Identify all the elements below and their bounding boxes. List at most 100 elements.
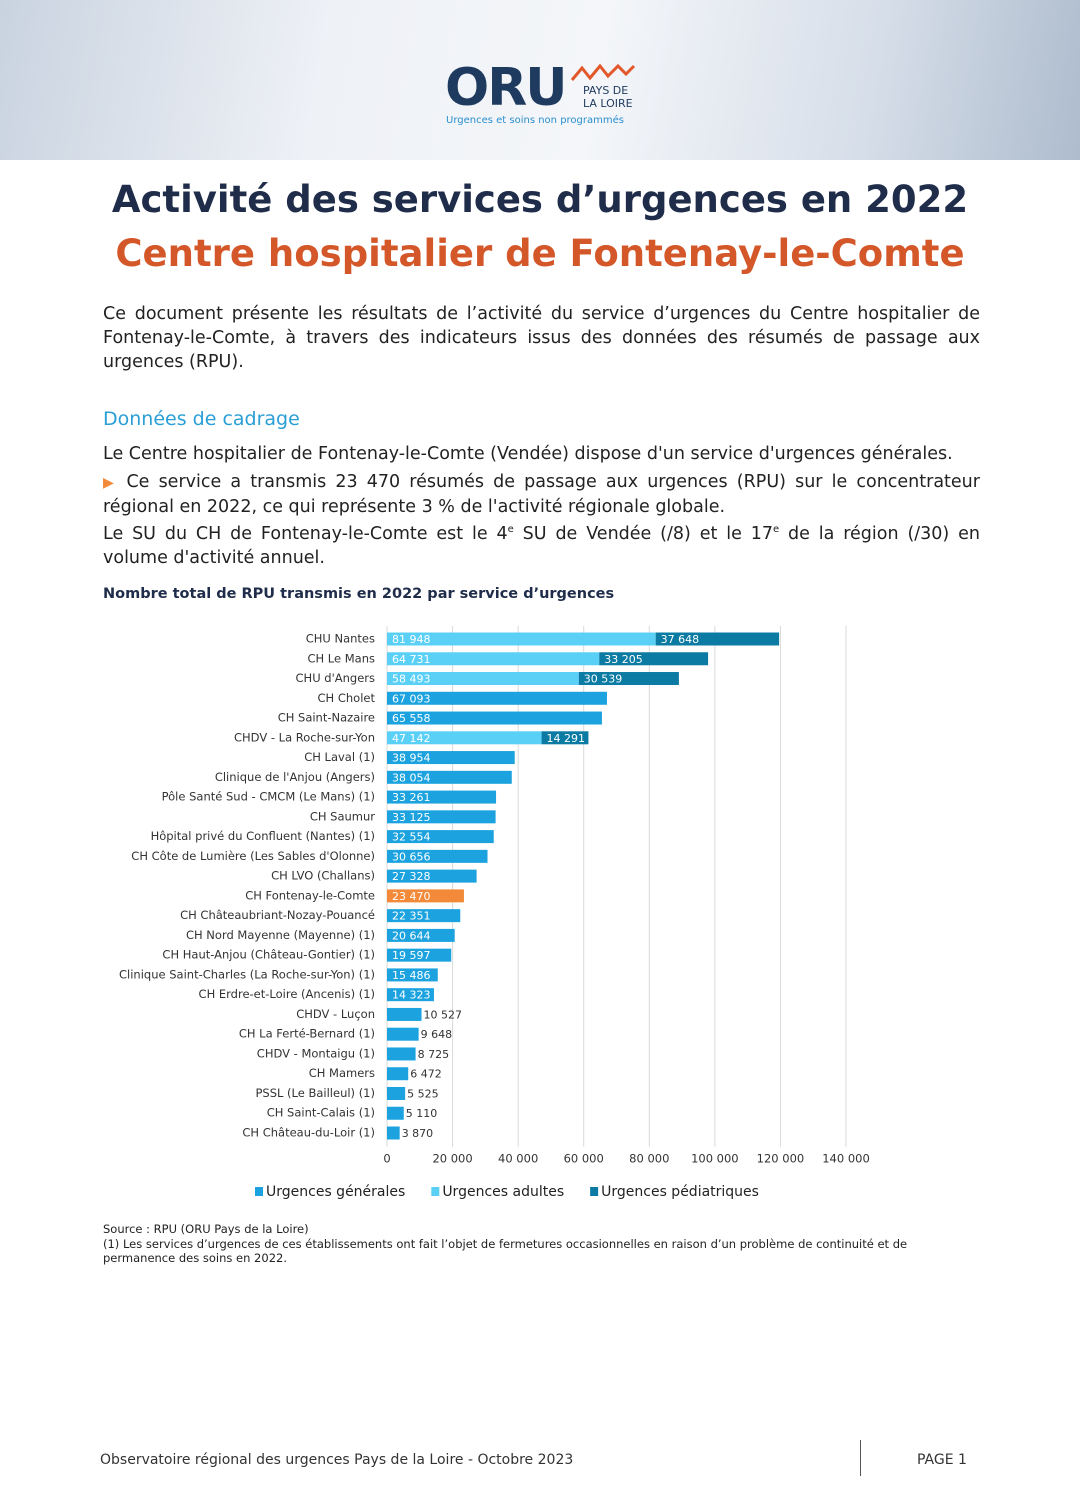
data-label: 14 323: [392, 989, 431, 1002]
bullet-arrow: ▶: [103, 475, 118, 491]
bar: [387, 770, 512, 784]
legend-label: Urgences adultes: [442, 1184, 564, 1200]
data-label: 58 493: [392, 673, 431, 686]
bar: [387, 928, 455, 942]
bar: [541, 731, 589, 745]
y-tick-label: Pôle Santé Sud - CMCM (Le Mans) (1): [162, 790, 375, 804]
paragraph: ▶ Ce service a transmis 23 470 résumés d…: [103, 470, 980, 519]
data-label: 5 525: [407, 1087, 439, 1100]
x-tick-label: 100 000: [691, 1152, 739, 1166]
bar: [387, 830, 494, 844]
y-tick-label: CH Fontenay-le-Comte: [245, 888, 375, 902]
legend-swatch: [431, 1187, 440, 1196]
data-label: 22 351: [392, 910, 431, 923]
bar: [387, 869, 477, 883]
footer-divider: [860, 1440, 861, 1476]
data-label: 81 948: [392, 633, 431, 646]
bar: [387, 711, 602, 725]
data-label: 64 731: [392, 653, 431, 666]
y-tick-label: CH Le Mans: [307, 651, 375, 665]
y-tick-label: Clinique Saint-Charles (La Roche-sur-Yon…: [119, 967, 375, 981]
bar: [387, 909, 461, 923]
logo-region-line: PAYS DE: [583, 84, 629, 97]
data-label: 23 470: [392, 890, 431, 903]
tagline: Urgences et soins non programmés: [446, 115, 624, 126]
data-label: 47 142: [392, 732, 431, 745]
data-label: 6 472: [410, 1068, 442, 1081]
logo-region-line: LA LOIRE: [583, 97, 633, 110]
bar: [387, 1067, 409, 1081]
data-label: 32 554: [392, 831, 431, 844]
bar: [578, 672, 679, 686]
bar: [387, 632, 656, 646]
data-label: 38 054: [392, 771, 431, 784]
y-tick-label: CHU Nantes: [306, 632, 375, 646]
y-tick-label: CH Saint-Nazaire: [278, 711, 375, 725]
bar: [387, 849, 488, 863]
chart-title: Nombre total de RPU transmis en 2022 par…: [103, 586, 615, 602]
chart: 0 20 000 40 000 60 000 80 000 100 000 120 000 1…: [119, 626, 870, 1200]
bar: [387, 731, 542, 745]
bar: [387, 751, 515, 765]
text: SU de Vendée (/8) et le 17: [513, 523, 773, 544]
logo-region: PAYS DE LA LOIRE: [583, 84, 633, 110]
y-tick-label: CH Erdre-et-Loire (Ancenis) (1): [199, 987, 375, 1001]
intro: Ce document présente les résultats de l’…: [103, 304, 980, 372]
y-tick-label: CHU d'Angers: [296, 671, 375, 685]
y-tick-label: CH Laval (1): [304, 750, 375, 764]
y-tick-label: CH Saint-Calais (1): [267, 1106, 375, 1120]
y-tick-label: CH Châteaubriant-Nozay-Pouancé: [180, 908, 375, 922]
y-tick-label: Hôpital privé du Confluent (Nantes) (1): [151, 829, 375, 843]
bar: [387, 1007, 422, 1021]
logo: ORU: [445, 58, 567, 118]
paragraph: Le SU du CH de Fontenay-le-Comte est le …: [103, 518, 980, 570]
data-label: 20 644: [392, 929, 431, 942]
data-label: 30 656: [392, 850, 431, 863]
text: de la région (/30) en volume d'activité …: [103, 523, 980, 568]
x-tick-label: 140 000: [822, 1152, 870, 1166]
y-tick-label: CH Saumur: [310, 809, 375, 823]
footer-left: Observatoire régional des urgences Pays …: [100, 1452, 574, 1468]
x-tick-label: 60 000: [564, 1152, 604, 1166]
superscript: e: [773, 524, 780, 535]
text: Le Centre hospitalier de Fontenay-le-Com…: [103, 444, 953, 464]
x-tick-label: 20 000: [432, 1152, 472, 1166]
legend-swatch: [255, 1187, 263, 1196]
y-tick-label: CH Nord Mayenne (Mayenne) (1): [186, 928, 375, 942]
section-heading: Données de cadrage: [103, 408, 300, 430]
data-label: 14 291: [547, 732, 586, 745]
data-label: 27 328: [392, 870, 431, 883]
data-label: 33 205: [604, 653, 643, 666]
legend-label: Urgences générales: [266, 1184, 405, 1200]
x-tick-label: 0: [383, 1152, 390, 1166]
paragraph: Le Centre hospitalier de Fontenay-le-Com…: [103, 442, 980, 466]
y-tick-label: CH Haut-Anjou (Château-Gontier) (1): [162, 948, 375, 962]
bar: [387, 968, 438, 982]
source: Source : RPU (ORU Pays de la Loire): [103, 1222, 309, 1236]
y-tick-label: CHDV - La Roche-sur-Yon: [234, 730, 375, 744]
bar: [387, 691, 607, 705]
title: Activité des services d’urgences en 2022: [111, 178, 969, 221]
y-tick-label: CH Mamers: [309, 1066, 375, 1080]
bar: [387, 889, 464, 903]
text: Ce service a transmis 23 470 résumés de …: [103, 472, 980, 517]
data-label: 5 110: [406, 1107, 438, 1120]
data-label: 67 093: [392, 692, 431, 705]
bar: [387, 1027, 419, 1041]
bar: [387, 1047, 416, 1061]
data-label: 37 648: [661, 633, 700, 646]
y-tick-label: CH Château-du-Loir (1): [242, 1126, 375, 1140]
y-tick-label: CHDV - Montaigu (1): [257, 1046, 375, 1060]
y-tick-label: CH LVO (Challans): [271, 869, 375, 883]
data-label: 33 261: [392, 791, 431, 804]
x-tick-label: 80 000: [629, 1152, 669, 1166]
bar: [387, 988, 434, 1002]
text: Le SU du CH de Fontenay-le-Comte est le …: [103, 523, 508, 544]
data-label: 30 539: [584, 673, 623, 686]
y-tick-label: CH Côte de Lumière (Les Sables d'Olonne): [131, 849, 375, 863]
bar: [387, 948, 452, 962]
bar: [599, 652, 709, 666]
data-label: 19 597: [392, 949, 431, 962]
x-tick-label: 40 000: [498, 1152, 538, 1166]
logo-wave: [570, 63, 636, 81]
